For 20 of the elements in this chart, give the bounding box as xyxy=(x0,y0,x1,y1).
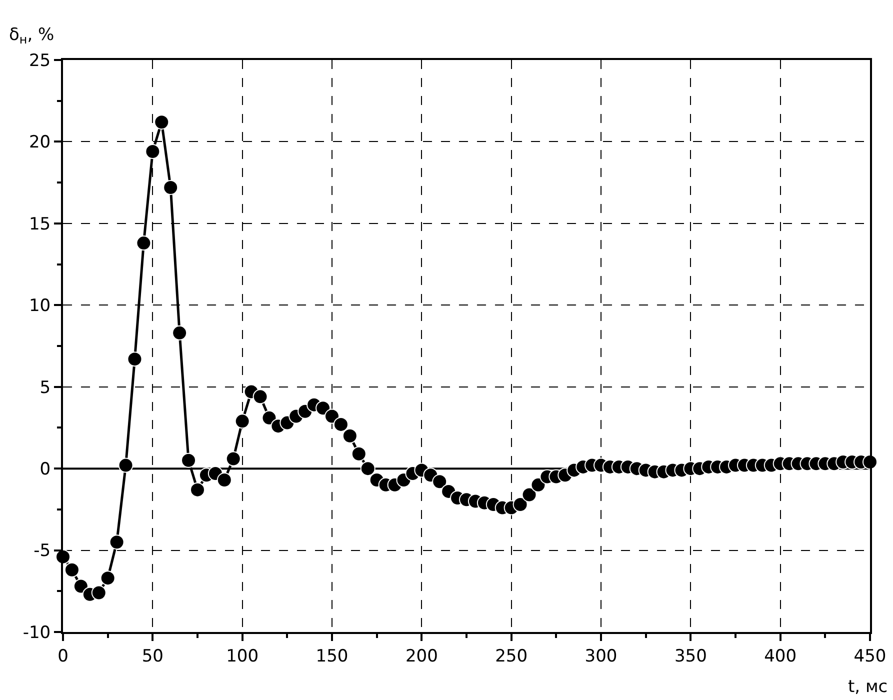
x-tick-label: 450 xyxy=(854,646,886,666)
y-tick-label: 0 xyxy=(40,460,51,480)
x-tick-label: 250 xyxy=(495,646,528,666)
y-tick-label: -5 xyxy=(34,541,51,562)
x-tick-label: 300 xyxy=(584,646,618,666)
x-tick-label: 0 xyxy=(58,646,68,666)
x-tick-label: 150 xyxy=(316,646,348,666)
y-tick-label: 25 xyxy=(28,50,51,71)
x-tick-label: 400 xyxy=(764,646,797,666)
y-tick-label: 20 xyxy=(28,132,51,153)
x-tick-label: 200 xyxy=(405,646,438,666)
y-tick-label: 5 xyxy=(40,378,51,398)
x-tick-label: 100 xyxy=(226,646,259,666)
x-tick-label: 50 xyxy=(142,646,164,666)
x-tick-label: 350 xyxy=(674,646,707,666)
y-tick-label: 10 xyxy=(28,296,51,316)
y-tick-label: 15 xyxy=(28,214,51,234)
x-axis-title: t, мс xyxy=(848,677,888,697)
y-tick-label: -10 xyxy=(22,622,51,643)
y-axis-title: δ$_{н}$, % xyxy=(9,25,54,47)
